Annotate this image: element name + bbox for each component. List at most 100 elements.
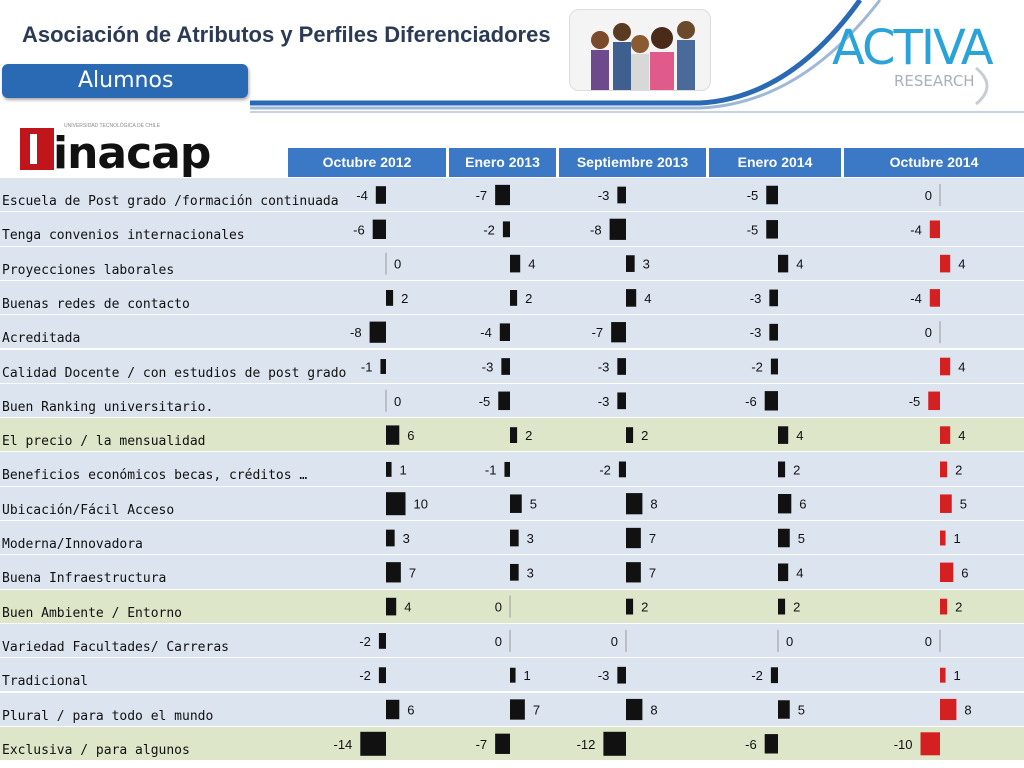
bar [928,391,940,411]
header-swoosh-decoration [250,0,1024,113]
bar [766,185,778,205]
bar [940,461,948,478]
bar [372,219,386,239]
bar [940,494,952,513]
bar [603,731,626,756]
bar-value-label: -8 [590,222,602,237]
bar [380,359,386,374]
bar-value-label: 2 [955,600,962,615]
bar [626,698,643,721]
bar-value-label: 1 [524,668,531,683]
row-label: Tenga convenios internacionales [2,228,245,244]
inacap-logo: UNIVERSIDAD TECNOLÓGICA DE CHILE inacap [20,123,211,179]
bar [920,732,940,756]
table-row: Escuela de Post grado /formación continu… [0,178,1024,213]
bar [378,667,386,684]
bar-value-label: 5 [798,531,805,546]
bar [611,322,626,343]
bar [618,461,626,478]
bar-value-label: -6 [745,737,757,752]
bar-value-label: 1 [400,462,407,477]
row-label: El precio / la mensualidad [2,434,206,450]
bar-value-label: 4 [958,428,965,443]
bar-value-label: 0 [394,257,401,272]
inacap-logo-subtext: UNIVERSIDAD TECNOLÓGICA DE CHILE [64,123,161,129]
bar-value-label: 6 [961,565,968,580]
bar-value-label: -5 [747,188,759,203]
bar [609,218,626,240]
row-label: Beneficios económicos becas, créditos … [2,468,308,484]
bar [940,667,946,683]
activa-research-logo: ACTIVA RESEARCH [826,20,1006,110]
attribute-table: Escuela de Post grado /formación continu… [0,178,1024,768]
bar [940,562,954,582]
bar [386,290,394,306]
bar [617,392,626,410]
bar-value-label: 0 [925,325,932,340]
bar-value-label: -2 [599,462,611,477]
bar-value-label: 3 [527,531,534,546]
bar [626,289,637,307]
table-row: Tenga convenios internacionales [0,212,1024,247]
bar [626,493,643,515]
row-label: Acreditada [2,331,81,347]
bar-value-label: 5 [960,497,967,512]
bar-value-label: -7 [476,188,488,203]
bar [626,562,641,583]
bar [369,321,386,343]
bar [501,358,510,375]
bar-value-label: 2 [525,291,532,306]
bar-value-label: 3 [403,531,410,546]
bar [386,492,406,516]
bar-value-label: 4 [796,257,803,272]
table-row: Proyecciones laborales [0,246,1024,281]
bar [386,461,392,477]
bar-value-label: 7 [649,531,656,546]
row-label: Buen Ranking universitario. [2,399,214,415]
bar [386,562,401,583]
bar-value-label: 10 [414,497,428,512]
bar [766,220,778,239]
bar-value-label: 1 [954,668,961,683]
bar [778,461,786,478]
bar-value-label: -3 [750,291,762,306]
bar [617,186,626,204]
bar [498,391,510,411]
bar-value-label: 4 [528,257,535,272]
bar-value-label: -3 [598,360,610,375]
bar [940,357,951,376]
table-row: Calidad Docente / con estudios de post g… [0,349,1024,384]
bar-value-label: -4 [910,222,922,237]
bar-value-label: -2 [483,222,495,237]
bar [770,667,778,684]
bar-value-label: -2 [359,634,371,649]
bar-value-label: 7 [649,565,656,580]
bar [626,255,635,272]
row-label: Tradicional [2,674,89,690]
bar-value-label: 5 [798,703,805,718]
row-label: Ubicación/Fácil Acceso [2,502,175,518]
bar-value-label: -6 [353,222,365,237]
bar-value-label: -3 [482,360,494,375]
column-header: Enero 2014 [709,148,841,177]
bar [510,254,521,273]
bar [626,598,634,615]
table-row: Variedad Facultades/ Carreras [0,623,1024,659]
bar-value-label: 0 [786,634,793,649]
bar [778,563,789,582]
bar-value-label: -5 [747,222,759,237]
inacap-logo-text: inacap [53,128,211,179]
bar [617,358,626,375]
bar [378,633,386,649]
bar [495,184,510,206]
bar-value-label: 3 [643,257,650,272]
bar-value-label: 0 [925,188,932,203]
bar-value-label: 8 [650,497,657,512]
bar-value-label: -10 [894,737,913,752]
row-label: Variedad Facultades/ Carreras [2,639,229,655]
bar-value-label: -7 [476,737,488,752]
bar-value-label: 4 [796,565,803,580]
bar [940,254,951,273]
bar-value-label: -12 [577,737,596,752]
brand-logo-subtext: RESEARCH [894,72,975,90]
